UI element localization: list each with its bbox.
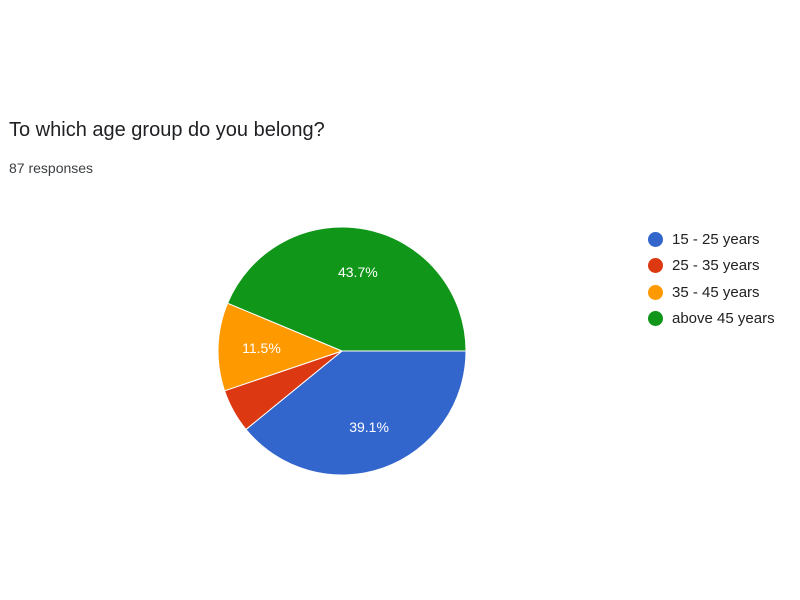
response-count: 87 responses bbox=[9, 160, 94, 176]
legend-swatch-2 bbox=[648, 284, 663, 300]
pie-slice-0[interactable] bbox=[245, 350, 467, 476]
pie-slice-3[interactable] bbox=[226, 226, 467, 352]
legend-item-2[interactable]: 35 - 45 years bbox=[648, 279, 775, 306]
legend-label-0: 15 - 25 years bbox=[672, 230, 760, 248]
question-title: To which age group do you belong? bbox=[9, 119, 325, 141]
legend-swatch-3 bbox=[648, 311, 663, 327]
chart-legend: 15 - 25 years 25 - 35 years 35 - 45 years a… bbox=[648, 226, 775, 332]
legend-swatch-0 bbox=[648, 231, 663, 247]
pie-slice-2[interactable] bbox=[217, 302, 344, 392]
legend-item-3[interactable]: above 45 years bbox=[648, 306, 775, 333]
legend-label-2: 35 - 45 years bbox=[672, 283, 760, 301]
legend-label-1: 25 - 35 years bbox=[672, 257, 760, 275]
legend-label-3: above 45 years bbox=[672, 310, 775, 328]
slice-label-0: 39.1% bbox=[349, 419, 389, 435]
legend-swatch-1 bbox=[648, 258, 663, 274]
legend-item-1[interactable]: 25 - 35 years bbox=[648, 253, 775, 280]
slice-label-3: 43.7% bbox=[338, 264, 378, 280]
legend-item-0[interactable]: 15 - 25 years bbox=[648, 226, 775, 253]
slice-label-2: 11.5% bbox=[242, 340, 281, 356]
